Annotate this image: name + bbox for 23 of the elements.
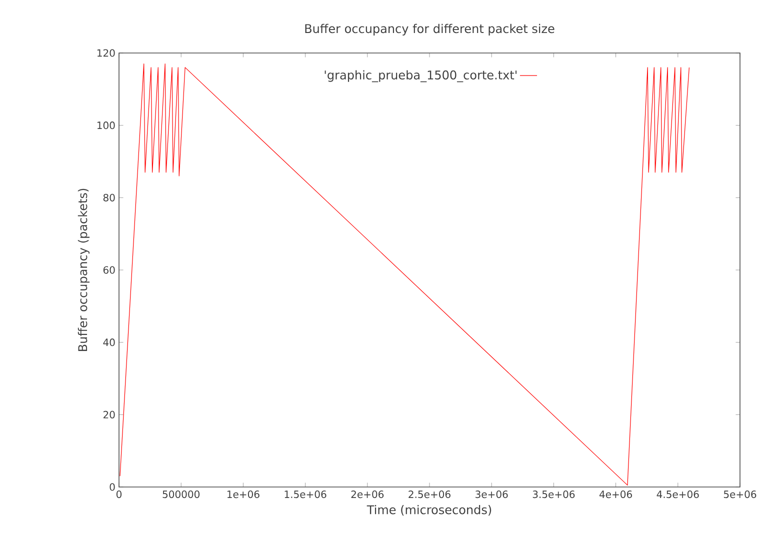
y-tick-label: 80 (103, 194, 115, 202)
x-tick-label: 5e+06 (724, 490, 756, 498)
y-tick-label: 40 (103, 338, 115, 346)
x-tick-label: 0 (116, 490, 122, 498)
chart-title: Buffer occupancy for different packet size (305, 24, 554, 36)
y-tick-label: 60 (103, 266, 115, 274)
y-tick-label: 100 (97, 122, 115, 130)
x-tick-label: 3e+06 (476, 490, 508, 498)
x-tick-label: 4e+06 (599, 490, 632, 498)
y-tick-label: 120 (97, 49, 115, 57)
x-tick-label: 1.5e+06 (284, 490, 326, 498)
legend-label: 'graphic_prueba_1500_corte.txt' (324, 70, 517, 82)
y-tick-label: 0 (110, 483, 115, 491)
y-tick-label: 20 (103, 410, 115, 418)
line-series (120, 64, 690, 486)
x-tick-label: 500000 (162, 490, 200, 498)
x-tick-label: 2.5e+06 (408, 490, 450, 498)
x-tick-label: 4.5e+06 (656, 490, 699, 498)
y-axis-title: Buffer occupancy (packets) (78, 188, 90, 351)
x-tick-label: 1e+06 (227, 490, 260, 498)
x-axis-title: Time (microseconds) (366, 504, 492, 516)
x-tick-label: 2e+06 (351, 490, 384, 498)
x-tick-label: 3.5e+06 (532, 490, 575, 498)
